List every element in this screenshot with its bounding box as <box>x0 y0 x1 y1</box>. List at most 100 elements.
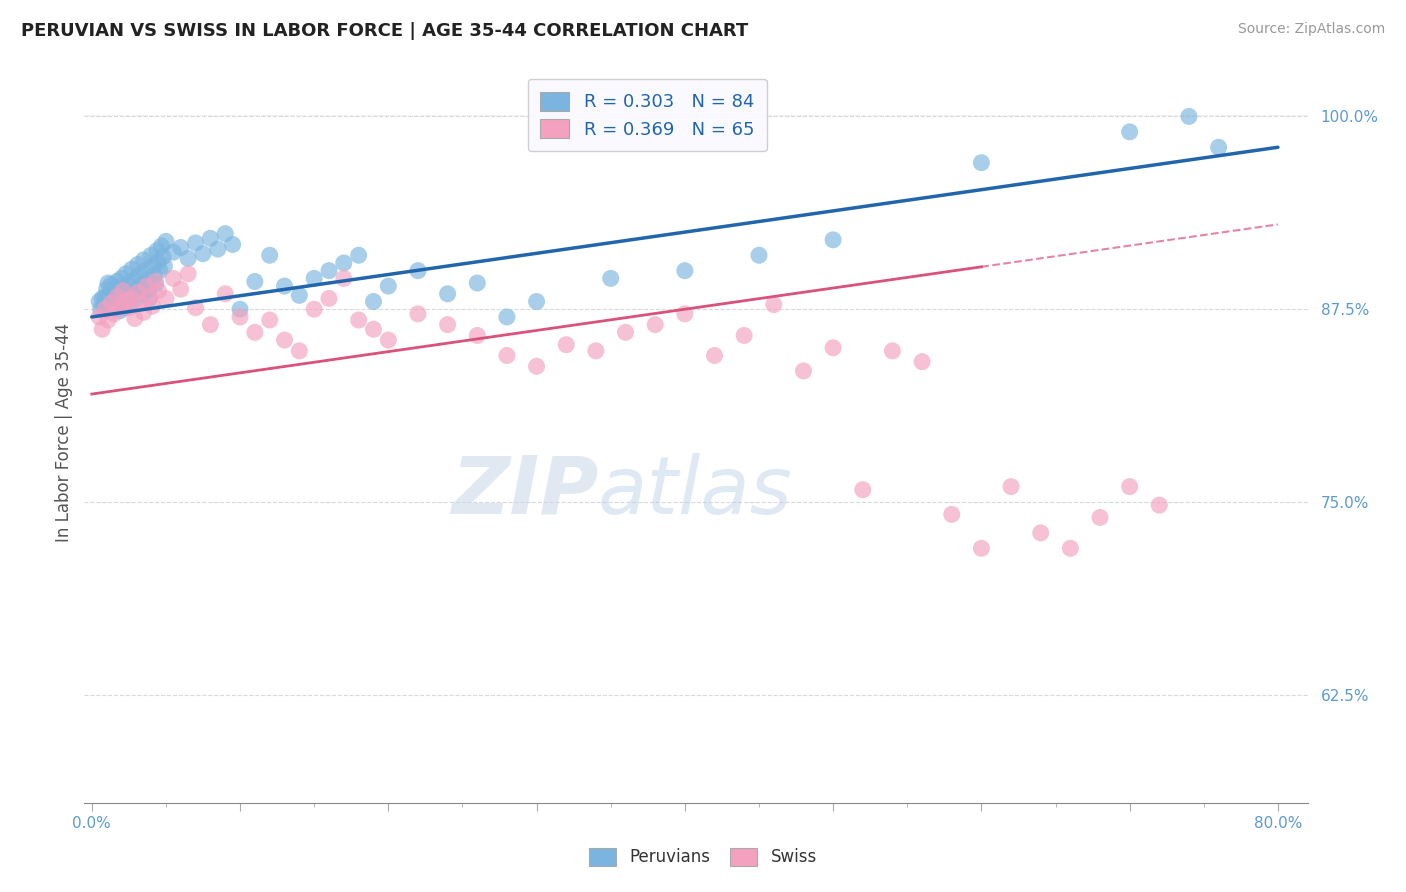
Point <box>136 282 159 296</box>
Point <box>1208 140 1230 154</box>
Point <box>184 301 207 315</box>
Point <box>127 258 149 272</box>
Point <box>93 297 115 311</box>
Point <box>200 231 222 245</box>
Point <box>333 256 356 270</box>
Point <box>911 354 934 368</box>
Point <box>302 302 325 317</box>
Point <box>115 267 138 281</box>
Point <box>762 297 785 311</box>
Point <box>363 294 385 309</box>
Point <box>148 254 170 268</box>
Point <box>111 284 134 298</box>
Point <box>644 318 666 332</box>
Point <box>347 248 370 262</box>
Point <box>94 302 117 317</box>
Point <box>318 292 340 306</box>
Point <box>673 263 696 277</box>
Point <box>882 343 904 358</box>
Point <box>153 259 176 273</box>
Point <box>941 508 963 522</box>
Text: Source: ZipAtlas.com: Source: ZipAtlas.com <box>1237 22 1385 37</box>
Point <box>112 292 135 306</box>
Point <box>89 310 111 324</box>
Point <box>288 343 311 358</box>
Point <box>526 359 548 374</box>
Point <box>129 296 152 310</box>
Point <box>273 279 295 293</box>
Point <box>107 285 129 300</box>
Point <box>733 328 755 343</box>
Point <box>97 313 120 327</box>
Point <box>104 280 127 294</box>
Point <box>259 248 281 262</box>
Point <box>243 275 266 289</box>
Point <box>111 282 134 296</box>
Point <box>148 284 170 298</box>
Point <box>121 262 143 277</box>
Y-axis label: In Labor Force | Age 35-44: In Labor Force | Age 35-44 <box>55 323 73 542</box>
Point <box>748 248 770 262</box>
Point <box>970 155 993 169</box>
Point <box>124 311 146 326</box>
Point <box>94 290 117 304</box>
Point <box>108 294 131 309</box>
Point <box>110 271 132 285</box>
Point <box>135 273 157 287</box>
Point <box>585 343 607 358</box>
Point <box>200 318 222 332</box>
Point <box>117 277 139 292</box>
Legend: Peruvians, Swiss: Peruvians, Swiss <box>582 841 824 873</box>
Text: PERUVIAN VS SWISS IN LABOR FORCE | AGE 35-44 CORRELATION CHART: PERUVIAN VS SWISS IN LABOR FORCE | AGE 3… <box>21 22 748 40</box>
Point <box>406 263 429 277</box>
Point <box>121 292 143 306</box>
Point <box>177 252 200 266</box>
Point <box>100 296 122 310</box>
Point <box>1059 541 1081 556</box>
Point <box>104 301 127 315</box>
Point <box>145 275 167 289</box>
Point <box>852 483 875 497</box>
Point <box>823 341 845 355</box>
Point <box>132 252 155 267</box>
Point <box>465 328 488 343</box>
Point <box>135 279 157 293</box>
Point <box>229 302 252 317</box>
Point <box>614 326 637 340</box>
Point <box>243 326 266 340</box>
Point <box>823 233 845 247</box>
Point <box>436 286 458 301</box>
Point <box>347 313 370 327</box>
Point <box>436 318 458 332</box>
Point <box>150 239 173 253</box>
Point <box>100 277 122 292</box>
Point <box>132 305 155 319</box>
Point <box>155 235 177 249</box>
Point <box>142 259 165 273</box>
Point <box>118 286 141 301</box>
Point <box>496 310 519 324</box>
Point <box>96 282 118 296</box>
Point <box>91 322 114 336</box>
Point <box>96 301 118 315</box>
Point <box>1149 498 1171 512</box>
Point <box>108 303 131 318</box>
Point <box>98 286 121 301</box>
Point <box>127 285 149 300</box>
Text: atlas: atlas <box>598 453 793 531</box>
Point <box>125 292 148 306</box>
Point <box>120 296 142 310</box>
Point <box>191 246 214 260</box>
Point <box>259 313 281 327</box>
Point <box>145 277 167 292</box>
Point <box>555 337 578 351</box>
Point <box>318 263 340 277</box>
Point <box>139 248 162 262</box>
Point <box>138 290 160 304</box>
Point <box>103 299 125 313</box>
Point <box>970 541 993 556</box>
Point <box>128 268 150 283</box>
Point <box>149 263 172 277</box>
Point <box>105 290 128 304</box>
Point <box>1118 480 1140 494</box>
